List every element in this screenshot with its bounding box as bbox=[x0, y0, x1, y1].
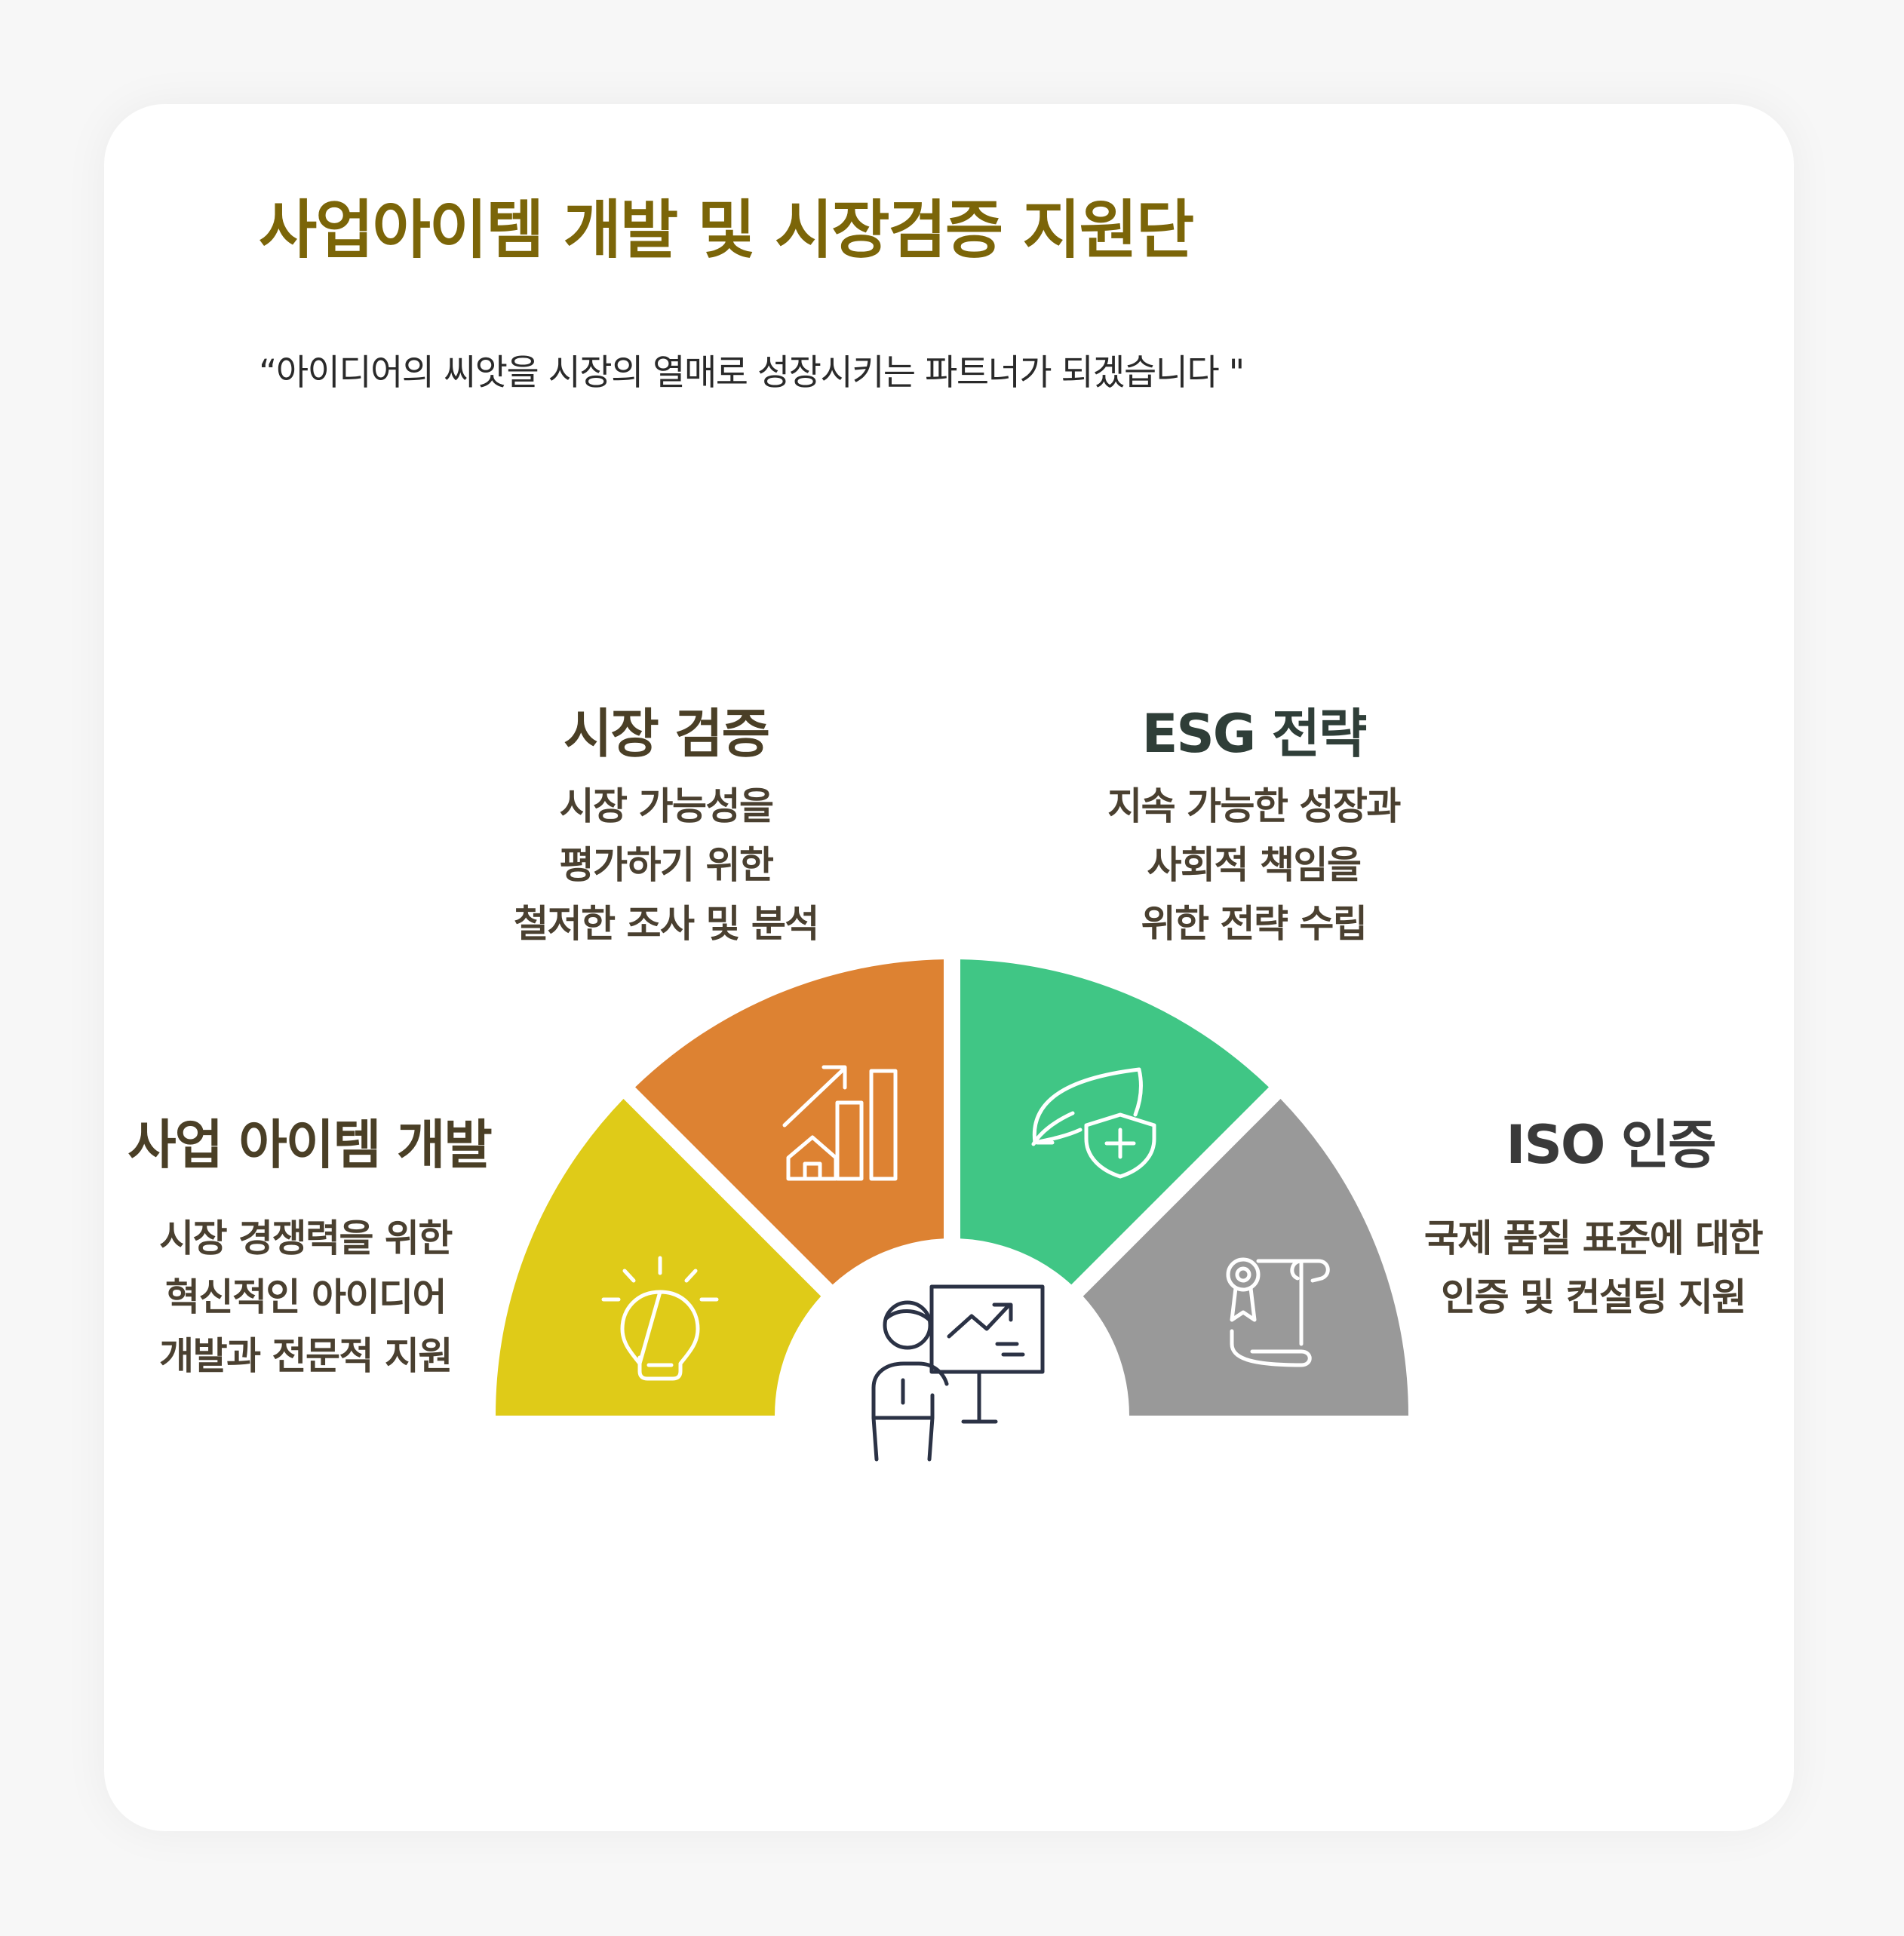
page-title: 사업아이템 개발 및 시장검증 지원단 bbox=[259, 193, 1194, 267]
lightbulb-icon bbox=[601, 1256, 719, 1381]
main-card bbox=[104, 104, 1794, 1831]
segment-desc-esg: 지속 가능한 성장과 사회적 책임을 위한 전략 수립 bbox=[1107, 777, 1401, 953]
segment-desc-iso: 국제 품질 표준에 대한 인증 및 컨설팅 지원 bbox=[1423, 1209, 1764, 1327]
segment-title-item-dev: 사업 아이템 개발 bbox=[127, 1114, 493, 1176]
segment-title-iso: ISO 인증 bbox=[1506, 1114, 1716, 1176]
segment-title-esg: ESG 전략 bbox=[1141, 703, 1368, 765]
segment-desc-line: 철저한 조사 및 분석 bbox=[514, 902, 819, 946]
segment-iso bbox=[1083, 1099, 1408, 1416]
segment-desc-line: 시장 가능성을 bbox=[559, 784, 774, 828]
segment-desc-line: 인증 및 컨설팅 지원 bbox=[1441, 1275, 1746, 1319]
segment-desc-line: 위한 전략 수립 bbox=[1141, 902, 1368, 946]
segment-desc-line: 사회적 책임을 bbox=[1147, 843, 1362, 887]
segment-desc-line: 평가하기 위한 bbox=[559, 843, 774, 887]
certificate-scroll-icon bbox=[1226, 1257, 1330, 1367]
segment-title-market-validation: 시장 검증 bbox=[564, 703, 770, 765]
page-subtitle: “아이디어의 씨앗을 시장의 열매로 성장시키는 파트너가 되겠습니다 " bbox=[259, 352, 1245, 394]
segment-item-dev bbox=[496, 1099, 821, 1416]
segment-desc-line: 시장 경쟁력을 위한 bbox=[159, 1217, 453, 1260]
segment-desc-line: 개발과 전문적 지원 bbox=[159, 1334, 453, 1378]
segment-desc-market-validation: 시장 가능성을 평가하기 위한 철저한 조사 및 분석 bbox=[514, 777, 819, 953]
segment-desc-line: 혁신적인 아이디어 bbox=[165, 1275, 447, 1319]
segment-desc-line: 국제 품질 표준에 대한 bbox=[1423, 1217, 1764, 1260]
presenter-icon bbox=[871, 1284, 1045, 1462]
growth-chart-icon bbox=[782, 1065, 898, 1181]
segment-desc-item-dev: 시장 경쟁력을 위한 혁신적인 아이디어 개발과 전문적 지원 bbox=[159, 1209, 453, 1385]
segment-esg bbox=[960, 959, 1269, 1285]
segment-desc-line: 지속 가능한 성장과 bbox=[1107, 784, 1401, 828]
leaf-shield-icon bbox=[1031, 1067, 1156, 1179]
